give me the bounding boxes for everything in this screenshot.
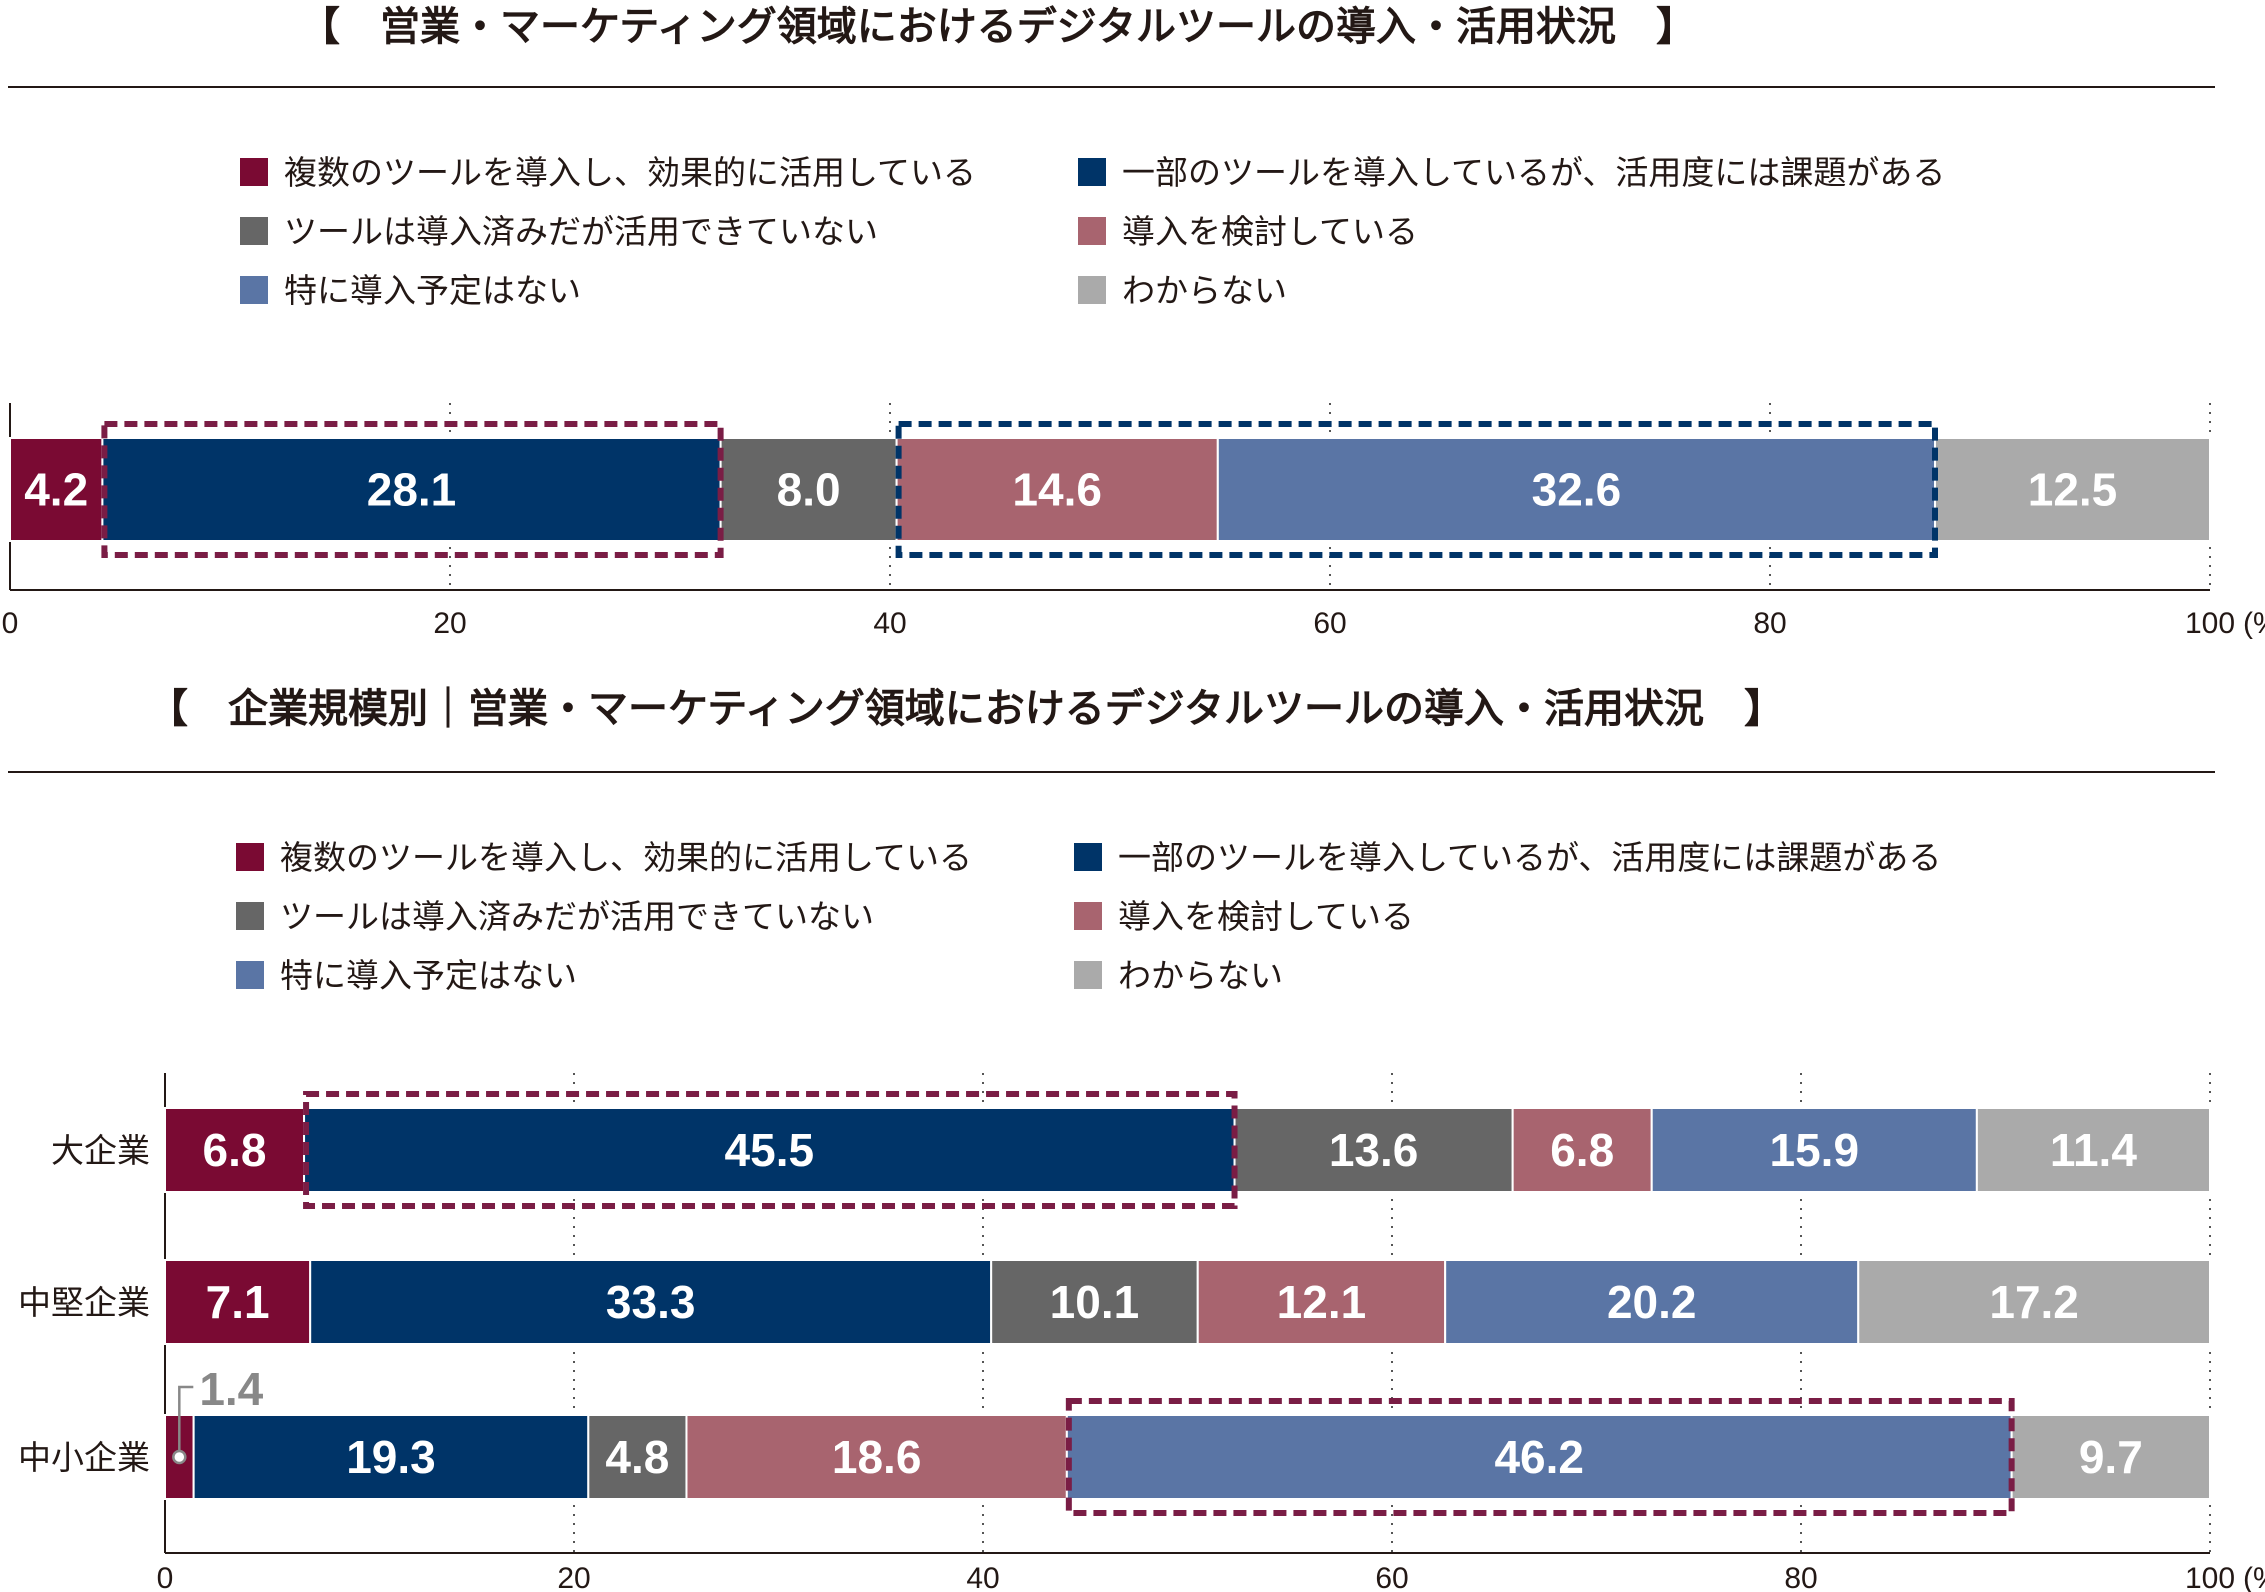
legend-swatch-1-5 xyxy=(1078,276,1106,304)
x-tick-1-2: 40 xyxy=(873,607,906,640)
x-tick-2-5: 100 xyxy=(2185,1562,2235,1592)
bar-2-1-4 xyxy=(1444,1259,1860,1345)
bar-2-0-1 xyxy=(303,1107,1236,1193)
legend-swatch-2-2 xyxy=(236,902,264,930)
legend-swatch-1-4 xyxy=(240,276,268,304)
x-tick-1-3: 60 xyxy=(1313,607,1346,640)
bar-label-2-1-0: 7.1 xyxy=(206,1276,270,1328)
legend-swatch-1-2 xyxy=(240,217,268,245)
bar-label-1-0-2: 8.0 xyxy=(777,464,841,516)
legend-swatch-1-3 xyxy=(1078,217,1106,245)
highlight-box-1-0 xyxy=(101,421,724,558)
callout-dot-2 xyxy=(172,1449,187,1465)
legend-label-2-3: 導入を検討している xyxy=(1118,897,1414,936)
x-tick-2-1: 20 xyxy=(557,1562,590,1592)
chart2-title: 【 企業規模別｜営業・マーケティング領域におけるデジタルツールの導入・活用状況 … xyxy=(148,686,1784,732)
bar-label-2-2-4: 46.2 xyxy=(1494,1431,1584,1483)
bar-label-2-1-3: 12.1 xyxy=(1277,1276,1367,1328)
highlight-box-2-0 xyxy=(303,1091,1238,1209)
bar-1-0-3 xyxy=(895,437,1219,542)
legend-swatch-2-3 xyxy=(1074,902,1102,930)
bar-label-2-0-5: 11.4 xyxy=(2050,1124,2137,1176)
chart1-plot: 0 20 40 60 80 100 (%) 4.2 28.1 8.0 14.6 32.6 12.5 xyxy=(2,403,2265,640)
bar-2-1-3 xyxy=(1196,1259,1447,1345)
bar-2-0-2 xyxy=(1233,1107,1514,1193)
bar-2-2-5 xyxy=(2010,1414,2212,1500)
legend-swatch-2-4 xyxy=(236,961,264,989)
bar-label-2-0-3: 6.8 xyxy=(1550,1124,1614,1176)
bar-2-1-0 xyxy=(164,1259,312,1345)
bar-label-2-2-5: 9.7 xyxy=(2079,1431,2143,1483)
bar-label-2-0-2: 13.6 xyxy=(1329,1124,1419,1176)
bar-label-1-0-0: 4.2 xyxy=(24,464,88,516)
legend-swatch-2-1 xyxy=(1074,843,1102,871)
bar-label-2-1-1: 33.3 xyxy=(606,1276,696,1328)
legend-label-1-0: 複数のツールを導入し、効果的に活用している xyxy=(284,153,976,192)
bar-2-0-5 xyxy=(1975,1107,2211,1193)
chart2-legend: 複数のツールを導入し、効果的に活用している 一部のツールを導入しているが、活用度に… xyxy=(236,838,1941,995)
bar-label-2-2-1: 19.3 xyxy=(346,1431,436,1483)
category-label-2-1: 中堅企業 xyxy=(18,1283,150,1322)
x-tick-2-4: 80 xyxy=(1784,1562,1817,1592)
bar-1-0-1 xyxy=(101,437,722,542)
bar-1-0-2 xyxy=(719,437,898,542)
legend-label-2-4: 特に導入予定はない xyxy=(280,956,577,995)
bar-2-2-4 xyxy=(1065,1414,2013,1500)
bar-2-2-1 xyxy=(192,1414,590,1500)
bar-label-1-0-5: 12.5 xyxy=(2028,464,2118,516)
chart1-legend: 複数のツールを導入し、効果的に活用している 一部のツールを導入しているが、活用度に… xyxy=(240,153,1945,310)
bar-1-0-0 xyxy=(9,437,104,542)
legend-label-1-1: 一部のツールを導入しているが、活用度には課題がある xyxy=(1122,153,1945,192)
bar-2-0-0 xyxy=(164,1107,306,1193)
bar-1-0-4 xyxy=(1216,437,1937,542)
legend-swatch-1-0 xyxy=(240,158,268,186)
bar-2-1-1 xyxy=(309,1259,993,1345)
bar-1-0-5 xyxy=(1934,437,2211,542)
category-label-2-0: 大企業 xyxy=(51,1131,150,1170)
legend-label-1-4: 特に導入予定はない xyxy=(284,271,581,310)
bar-label-2-1-5: 17.2 xyxy=(1989,1276,2079,1328)
bar-2-1-2 xyxy=(990,1259,1199,1345)
legend-label-2-0: 複数のツールを導入し、効果的に活用している xyxy=(280,838,972,877)
bar-label-2-0-0: 6.8 xyxy=(203,1124,267,1176)
bar-label-2-2-2: 4.8 xyxy=(605,1431,669,1483)
x-tick-2-2: 40 xyxy=(966,1562,999,1592)
category-label-2-2: 中小企業 xyxy=(18,1438,150,1477)
bar-label-2-0-1: 45.5 xyxy=(725,1124,815,1176)
legend-swatch-2-0 xyxy=(236,843,264,871)
x-tick-1-0: 0 xyxy=(2,607,19,640)
bar-2-1-5 xyxy=(1857,1259,2211,1345)
bar-label-1-0-4: 32.6 xyxy=(1532,464,1622,516)
bar-label-2-1-2: 10.1 xyxy=(1050,1276,1140,1328)
chart2-plot: 0 20 40 60 80 100 (%) 6.8 45.5 13.6 6.8 15.9 11.4 大企業… xyxy=(18,1073,2265,1592)
legend-label-1-5: わからない xyxy=(1122,271,1287,310)
legend-label-1-2: ツールは導入済みだが活用できていない xyxy=(284,212,878,251)
chart1-title: 【 営業・マーケティング領域におけるデジタルツールの導入・活用状況 】 xyxy=(300,4,1696,50)
bar-label-2-1-4: 20.2 xyxy=(1607,1276,1697,1328)
bar-label-1-0-1: 28.1 xyxy=(367,464,457,516)
highlight-box-1-1 xyxy=(895,421,1938,558)
legend-label-1-3: 導入を検討している xyxy=(1122,212,1418,251)
callout-label-2: 1.4 xyxy=(199,1363,263,1415)
legend-swatch-1-1 xyxy=(1078,158,1106,186)
bar-2-2-3 xyxy=(685,1414,1068,1500)
legend-label-2-1: 一部のツールを導入しているが、活用度には課題がある xyxy=(1118,838,1941,877)
x-unit-1: (%) xyxy=(2243,607,2265,640)
bar-label-2-0-4: 15.9 xyxy=(1770,1124,1860,1176)
x-tick-2-0: 0 xyxy=(157,1562,174,1592)
bar-2-0-4 xyxy=(1650,1107,1978,1193)
legend-swatch-2-5 xyxy=(1074,961,1102,989)
bar-label-2-2-3: 18.6 xyxy=(832,1431,922,1483)
x-tick-1-1: 20 xyxy=(433,607,466,640)
x-tick-1-4: 80 xyxy=(1753,607,1786,640)
legend-label-2-2: ツールは導入済みだが活用できていない xyxy=(280,897,874,936)
x-unit-2: (%) xyxy=(2243,1562,2265,1592)
callout-leader-2 xyxy=(178,1385,194,1451)
highlight-box-2-1 xyxy=(1065,1398,2015,1516)
x-tick-2-3: 60 xyxy=(1375,1562,1408,1592)
x-tick-1-5: 100 xyxy=(2185,607,2235,640)
bar-label-1-0-3: 14.6 xyxy=(1012,464,1102,516)
legend-label-2-5: わからない xyxy=(1118,956,1283,995)
